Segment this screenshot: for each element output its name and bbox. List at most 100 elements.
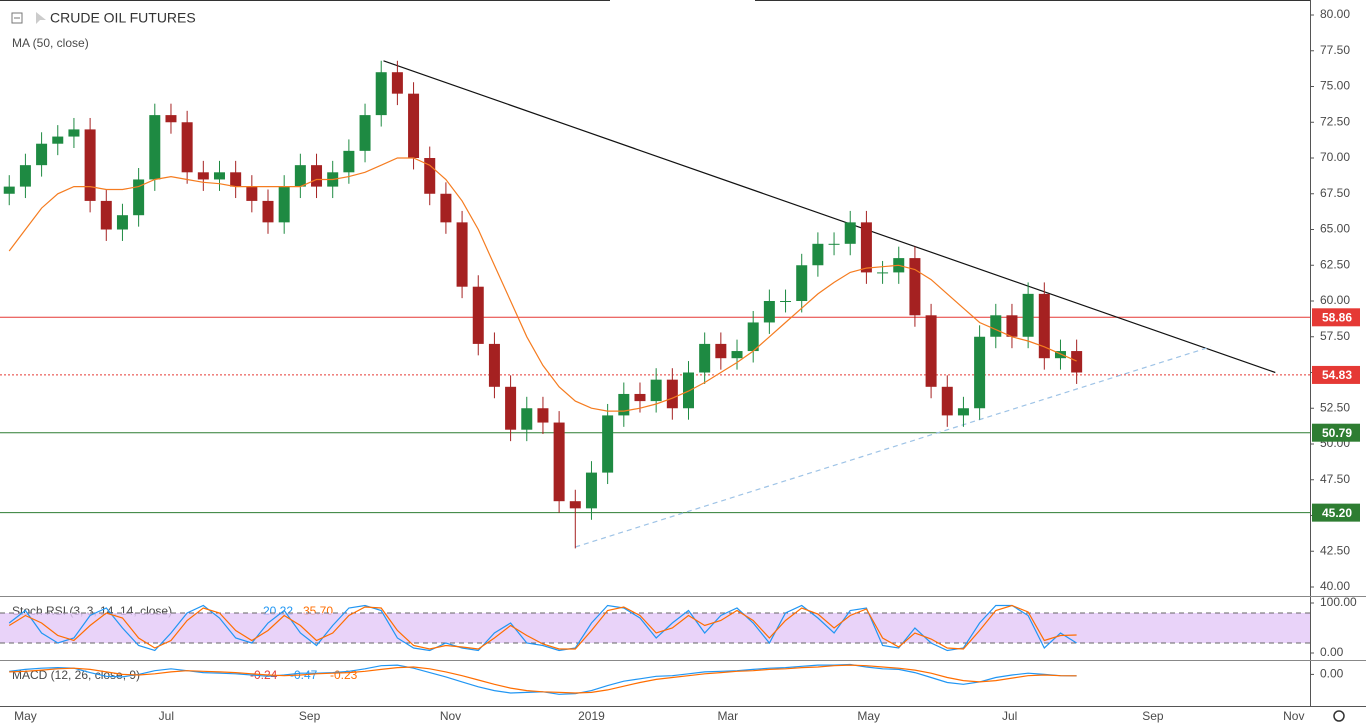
x-tick-label: Nov xyxy=(1283,709,1304,723)
candle-body xyxy=(666,379,678,409)
candle-body xyxy=(19,165,31,187)
candle-body xyxy=(909,258,921,316)
y-tick-label: 75.00 xyxy=(1320,79,1350,93)
y-tick-label: 72.50 xyxy=(1320,114,1350,128)
indicator-line xyxy=(8,604,1077,650)
candle-body xyxy=(230,172,242,187)
candle-body xyxy=(521,408,533,430)
candle-body xyxy=(488,343,500,387)
indicator-line xyxy=(9,664,1077,694)
y-tick-label: 65.00 xyxy=(1320,222,1350,236)
candle-body xyxy=(116,215,128,230)
candle-body xyxy=(553,422,565,502)
candle-body xyxy=(683,372,695,409)
candle-body xyxy=(262,200,274,223)
candle-body xyxy=(731,351,743,359)
chart-title: CRUDE OIL FUTURES xyxy=(50,10,196,26)
x-tick-label: Sep xyxy=(1142,709,1164,723)
candle-body xyxy=(585,472,597,509)
y-tick-label: 77.50 xyxy=(1320,43,1350,57)
candle-body xyxy=(569,501,581,509)
candle-body xyxy=(925,315,937,387)
level-label: 45.20 xyxy=(1322,506,1352,520)
candle-body xyxy=(278,186,290,223)
candle-body xyxy=(812,243,824,266)
candle-body xyxy=(424,158,436,194)
candle-body xyxy=(311,165,323,187)
candle-body xyxy=(699,343,711,373)
candle-body xyxy=(68,129,80,137)
candle-body xyxy=(537,408,549,423)
x-tick-label: May xyxy=(857,709,880,723)
x-tick-label: Sep xyxy=(299,709,321,723)
x-tick-label: Jul xyxy=(1002,709,1017,723)
collapse-icon[interactable] xyxy=(11,12,23,24)
flag-icon xyxy=(36,12,46,24)
candle-body xyxy=(1054,351,1066,359)
candle-body xyxy=(456,222,468,287)
candle-body xyxy=(1006,315,1018,337)
candle-body xyxy=(957,408,969,416)
candle-body xyxy=(246,186,258,201)
ma-legend: MA (50, close) xyxy=(12,36,89,50)
candle-body xyxy=(440,193,452,223)
candle-body xyxy=(3,186,15,194)
candle-body xyxy=(941,386,953,416)
level-label: 58.86 xyxy=(1322,310,1352,324)
candle-body xyxy=(618,393,630,416)
level-label: 54.83 xyxy=(1322,368,1352,382)
candle-body xyxy=(100,200,112,230)
candle-body xyxy=(181,122,193,173)
candle-body xyxy=(602,415,614,473)
candle-body xyxy=(990,315,1002,337)
indicator-line xyxy=(8,604,1077,652)
candle-body xyxy=(634,393,646,402)
candle-body xyxy=(877,272,889,274)
y-tick-label: 60.00 xyxy=(1320,293,1350,307)
x-tick-label: 2019 xyxy=(578,709,605,723)
candle-body xyxy=(408,93,420,159)
candle-body xyxy=(780,301,792,303)
y-tick-label: 70.00 xyxy=(1320,150,1350,164)
x-tick-label: Nov xyxy=(440,709,461,723)
candle-body xyxy=(1022,293,1034,337)
trendline xyxy=(383,60,1276,374)
y-tick-label: 100.00 xyxy=(1320,595,1357,609)
y-tick-label: 42.50 xyxy=(1320,543,1350,557)
level-tag xyxy=(1312,423,1360,442)
candle-body xyxy=(133,179,145,216)
candle-body xyxy=(197,172,209,180)
candle-body xyxy=(149,115,161,180)
candle-body xyxy=(974,336,986,409)
candle-body xyxy=(1038,293,1050,359)
candle-body xyxy=(36,143,48,166)
candle-body xyxy=(747,322,759,352)
stoch-band xyxy=(0,613,1310,643)
candle-body xyxy=(505,386,517,430)
candle-body xyxy=(472,286,484,344)
candle-body xyxy=(52,136,64,144)
candle-body xyxy=(796,265,808,302)
candle-body xyxy=(828,243,840,245)
settings-icon[interactable] xyxy=(1333,710,1345,722)
candle-body xyxy=(860,222,872,273)
y-tick-label: 62.50 xyxy=(1320,257,1350,271)
y-tick-label: 80.00 xyxy=(1320,7,1350,21)
y-tick-label: 40.00 xyxy=(1320,579,1350,593)
candle-body xyxy=(213,172,225,180)
candle-body xyxy=(359,115,371,151)
y-tick-label: 57.50 xyxy=(1320,329,1350,343)
x-tick-label: Mar xyxy=(717,709,738,723)
candle-body xyxy=(1071,351,1083,373)
y-tick-label: 52.50 xyxy=(1320,400,1350,414)
level-tag xyxy=(1312,308,1360,327)
candle-body xyxy=(650,379,662,402)
candle-body xyxy=(763,301,775,323)
candle-body xyxy=(375,72,387,116)
y-tick-label: 0.00 xyxy=(1320,645,1344,659)
ma-line xyxy=(8,157,1077,412)
candle-body xyxy=(844,222,856,244)
candle-body xyxy=(84,129,96,201)
